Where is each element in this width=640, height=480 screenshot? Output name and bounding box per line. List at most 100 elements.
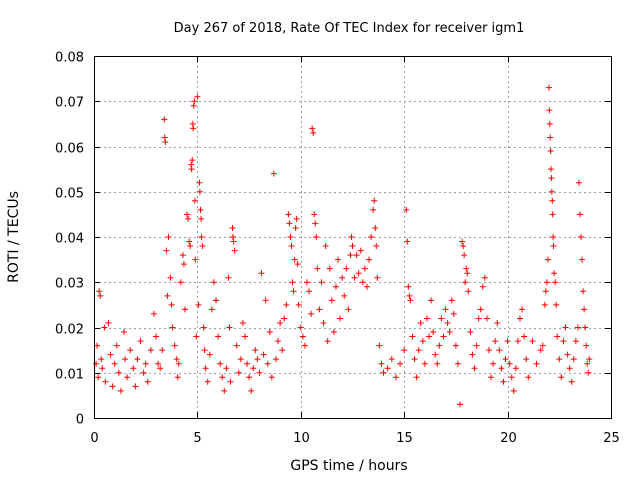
data-point [98,356,105,363]
data-point [371,197,378,204]
data-point [479,283,486,290]
data-point [471,365,478,372]
data-point [523,356,530,363]
data-point [560,338,567,345]
data-point [96,288,103,295]
data-point [351,274,358,281]
data-point [198,215,205,222]
data-point [179,252,186,259]
data-point [562,324,569,331]
data-point [237,356,244,363]
data-point [198,234,205,240]
data-point [581,306,588,313]
data-point [539,342,546,349]
data-point [492,338,499,345]
data-point [219,374,226,381]
data-point [289,279,296,286]
data-point [311,211,318,218]
data-point [572,338,579,345]
data-point [230,238,237,245]
data-point [426,333,433,340]
data-point [295,301,302,308]
data-point [432,351,439,358]
data-point [326,265,333,272]
data-point [286,220,293,227]
data-point [102,378,109,385]
data-point [517,315,524,322]
data-point [452,342,459,349]
x-tick-label: 25 [603,431,620,446]
data-point [190,125,197,132]
data-point [306,288,313,295]
data-point [202,365,209,372]
data-point [316,306,323,313]
data-point [467,329,474,336]
data-point [147,347,154,354]
data-point [504,338,511,345]
data-point [558,374,565,381]
data-point [529,338,536,345]
x-tick-label: 5 [193,431,201,446]
data-point [94,342,101,349]
data-point [290,288,297,295]
data-point [463,265,470,272]
y-tick-label: 0.02 [55,323,84,338]
data-point [301,342,308,349]
x-tick-label: 0 [90,431,98,446]
data-point [310,129,317,136]
data-point [196,179,203,186]
data-point [196,188,203,195]
data-point [169,324,176,331]
data-point [320,319,327,326]
data-point [127,347,134,354]
data-point [161,134,168,141]
y-axis-label: ROTI / TECUs [6,191,22,283]
data-point [413,374,420,381]
data-point [578,234,585,240]
data-point [262,297,269,304]
data-point [405,283,412,290]
data-point [155,360,162,367]
data-point [115,369,122,376]
data-point [580,288,587,295]
data-point [502,356,509,363]
data-point [585,369,592,376]
data-point [292,224,299,231]
data-point [544,256,551,263]
data-point [270,170,277,177]
data-point [223,365,230,372]
data-point [512,365,519,372]
data-point [419,338,426,345]
data-point [454,360,461,367]
data-point [357,247,364,254]
x-tick-label: 20 [500,431,517,446]
data-point [197,206,204,213]
data-point [464,270,471,277]
data-point [324,338,331,345]
data-point [246,374,253,381]
data-point [134,356,141,363]
data-point [409,333,416,340]
data-point [473,342,480,349]
data-point [388,356,395,363]
data-point [113,342,120,349]
data-point [195,301,202,308]
data-point [438,315,445,322]
data-point [537,347,544,354]
data-point [117,387,124,394]
y-tick-label: 0.03 [55,277,84,292]
data-point [349,243,356,250]
data-point [436,342,443,349]
data-point [150,310,157,317]
data-point [483,315,490,322]
data-point [181,306,188,313]
data-point [193,333,200,340]
data-point [239,319,246,326]
data-point [189,157,196,164]
data-point [417,319,424,326]
data-point [304,279,311,286]
data-point [142,360,149,367]
data-point [397,360,404,367]
data-point [318,279,325,286]
